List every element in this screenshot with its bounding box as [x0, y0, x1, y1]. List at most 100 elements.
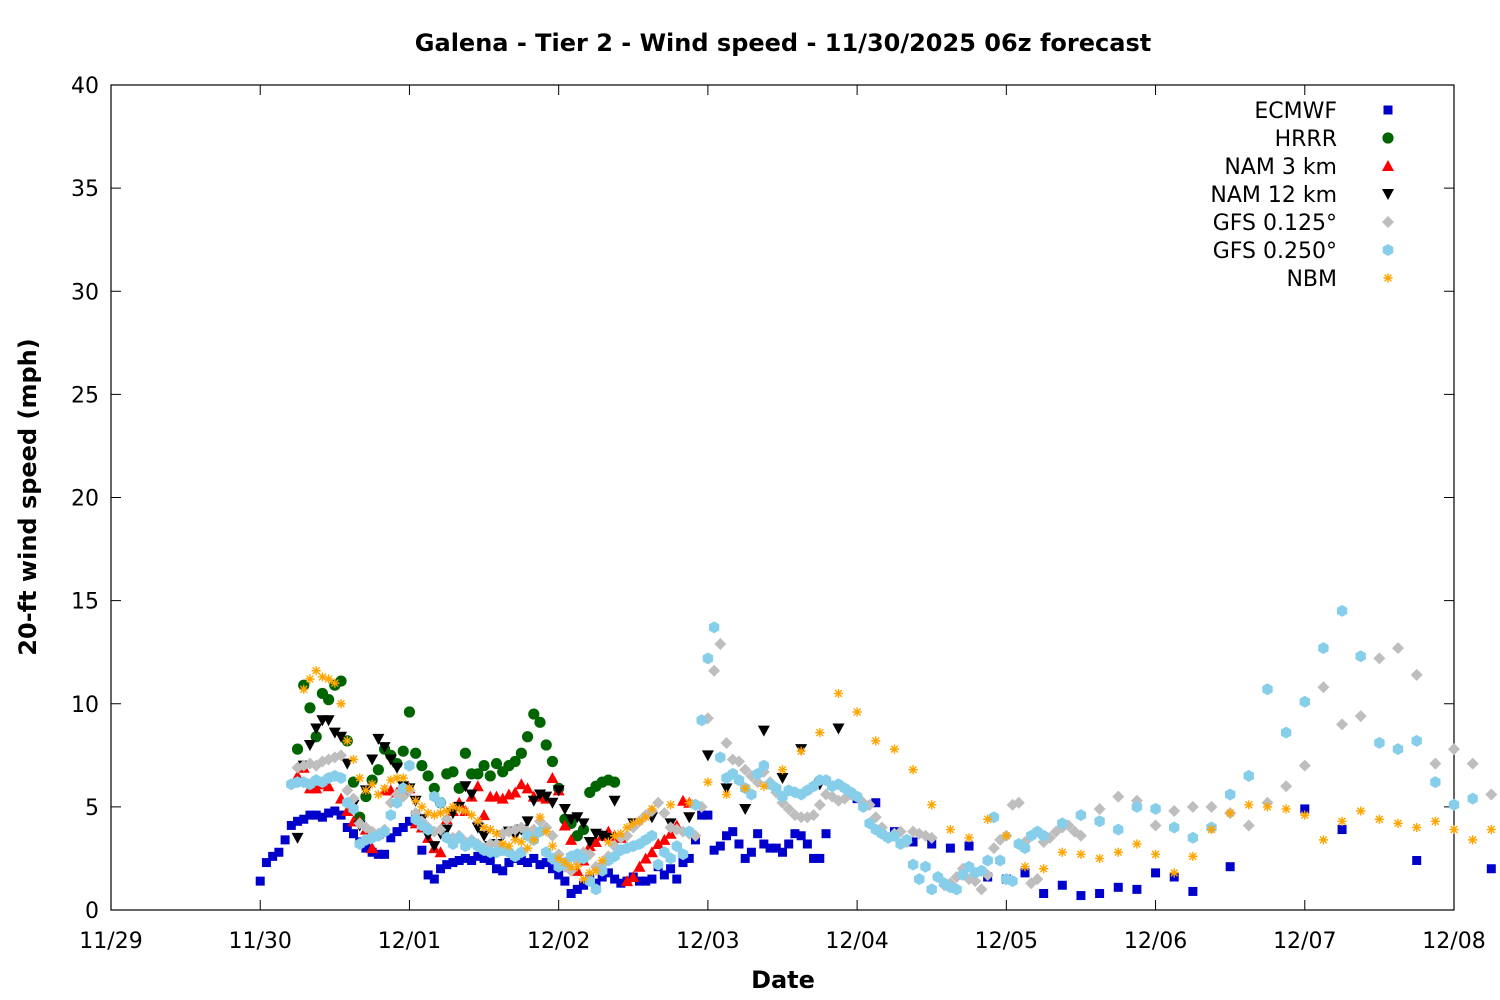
- data-point: [1280, 726, 1292, 739]
- data-point: [983, 814, 993, 824]
- data-point: [684, 825, 695, 838]
- data-point: [641, 812, 651, 822]
- data-point: [1131, 800, 1143, 813]
- data-point: [1074, 829, 1087, 842]
- data-point: [355, 773, 365, 783]
- data-point: [403, 706, 416, 718]
- data-point: [366, 842, 379, 854]
- data-point: [521, 782, 534, 794]
- data-point: [411, 796, 421, 806]
- data-point: [529, 835, 539, 845]
- data-point: [1448, 743, 1460, 756]
- data-point: [1076, 891, 1086, 901]
- data-point: [975, 883, 988, 896]
- data-point: [541, 827, 551, 837]
- data-point: [404, 759, 415, 772]
- data-point: [1485, 788, 1498, 801]
- data-point: [572, 884, 582, 894]
- data-point: [1019, 842, 1031, 855]
- data-marks: [255, 604, 1498, 901]
- data-point: [422, 770, 434, 782]
- data-point: [677, 848, 689, 861]
- data-point: [639, 852, 652, 864]
- data-point: [1151, 868, 1161, 878]
- data-point: [964, 841, 974, 851]
- data-point: [1318, 835, 1329, 845]
- data-point: [335, 675, 347, 687]
- data-point: [796, 746, 806, 756]
- data-point: [1410, 668, 1423, 681]
- data-point: [925, 831, 938, 844]
- data-point: [540, 791, 553, 803]
- data-point: [702, 652, 714, 665]
- data-point: [666, 864, 676, 874]
- data-point: [1356, 806, 1366, 816]
- data-point: [527, 795, 540, 807]
- data-point: [546, 829, 559, 842]
- data-point: [571, 812, 584, 824]
- data-point: [467, 810, 477, 820]
- data-point: [324, 674, 334, 684]
- data-point: [373, 789, 383, 800]
- data-point: [305, 810, 315, 820]
- data-point: [690, 798, 701, 811]
- data-point: [751, 776, 764, 789]
- data-point: [646, 829, 658, 842]
- data-point: [597, 872, 607, 882]
- data-point: [417, 802, 427, 812]
- data-point: [1374, 736, 1385, 749]
- data-point: [1243, 769, 1254, 782]
- data-point: [603, 868, 613, 878]
- data-point: [1188, 851, 1198, 861]
- series-ecmwf: [255, 794, 1496, 901]
- data-point: [802, 839, 812, 849]
- y-axis-label: 20-ft wind speed (mph): [14, 338, 42, 655]
- data-point: [901, 833, 912, 846]
- data-point: [572, 862, 582, 872]
- data-point: [982, 854, 993, 867]
- data-point: [1039, 889, 1049, 898]
- data-point: [683, 812, 696, 824]
- plot-axes: 0 5 10 15 20 25 30 35 40 11/29 11/30 12/01 12/02 12/0…: [71, 74, 1486, 954]
- data-point: [740, 853, 750, 863]
- data-point: [336, 699, 346, 709]
- data-point: [372, 733, 385, 745]
- x-tick-label: 12/08: [1422, 929, 1485, 954]
- data-point: [1057, 817, 1068, 830]
- data-point: [361, 785, 371, 795]
- data-point: [784, 839, 794, 849]
- data-point: [851, 790, 863, 803]
- legend-label: HRRR: [1275, 127, 1337, 152]
- data-point: [379, 783, 390, 793]
- data-point: [609, 776, 621, 788]
- data-point: [809, 853, 819, 863]
- data-point: [478, 830, 491, 842]
- data-point: [1300, 804, 1310, 814]
- data-point: [795, 811, 808, 824]
- data-point: [322, 780, 335, 792]
- data-point: [1449, 824, 1459, 835]
- data-point: [305, 674, 315, 684]
- data-point: [459, 781, 472, 793]
- data-point: [255, 876, 265, 886]
- data-point: [304, 702, 316, 714]
- data-point: [752, 767, 763, 780]
- data-point: [589, 835, 602, 847]
- data-point: [280, 835, 290, 845]
- data-point: [310, 731, 322, 743]
- data-point: [715, 841, 725, 851]
- data-point: [521, 816, 534, 828]
- data-point: [807, 809, 820, 822]
- data-point: [504, 858, 514, 868]
- data-point: [317, 672, 327, 682]
- data-point: [665, 852, 676, 865]
- data-point: [291, 832, 304, 844]
- data-point: [1001, 831, 1011, 841]
- data-point: [746, 847, 756, 857]
- data-point: [515, 778, 528, 790]
- data-point: [473, 851, 483, 861]
- data-point: [1300, 810, 1310, 820]
- data-point: [398, 773, 408, 783]
- data-point: [347, 776, 360, 788]
- data-point: [341, 784, 354, 797]
